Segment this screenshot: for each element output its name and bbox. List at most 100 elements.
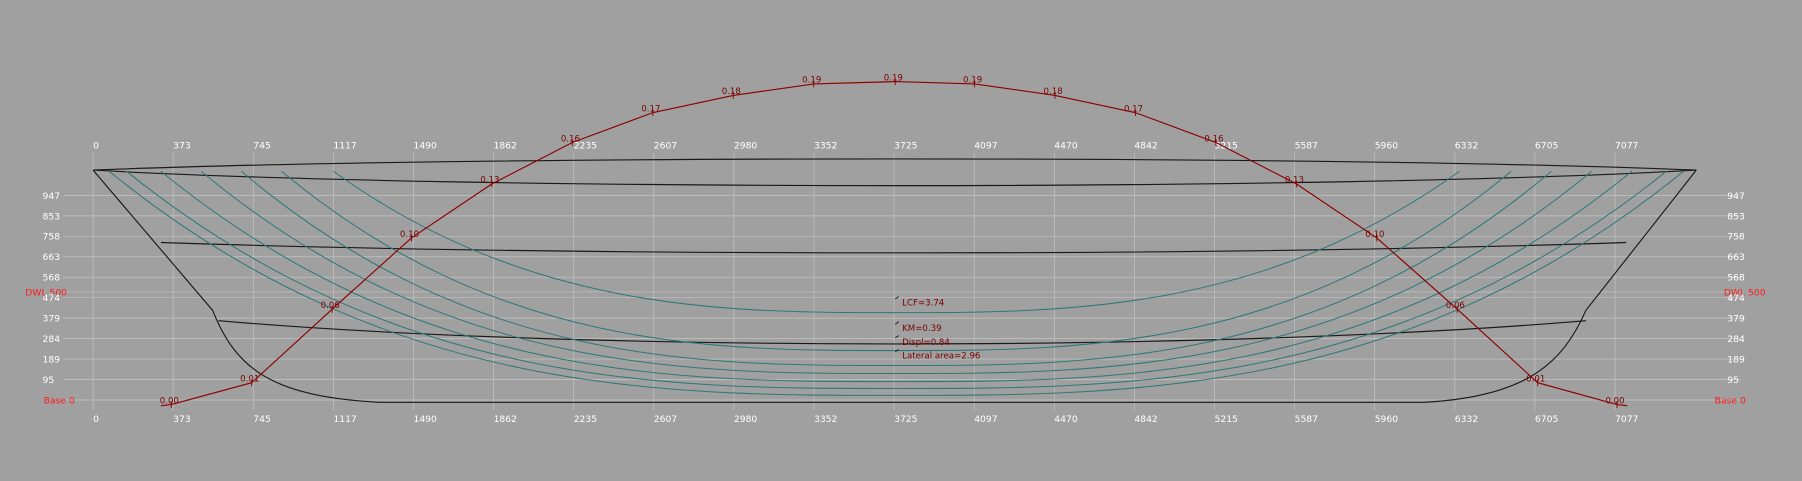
area-label: 0.01 (240, 375, 259, 385)
annotation: KM=0.39 (902, 324, 941, 334)
area-label: 0.17 (1124, 104, 1143, 114)
x-label: 745 (253, 140, 271, 151)
x-label: 1490 (413, 414, 437, 425)
x-label: 4842 (1134, 414, 1157, 425)
waterline-label: DWL 500 (1724, 287, 1766, 298)
area-label: 0.01 (1526, 375, 1545, 385)
sections (108, 170, 1684, 396)
x-label: 6332 (1455, 140, 1478, 151)
annotation: Displ=0.84 (902, 338, 950, 348)
area-curve (160, 81, 1628, 407)
labels: DWL 500 DWL 500 Base 0 Base 0 LCF=3.74 K… (25, 73, 1765, 424)
area-label: 0.10 (1365, 230, 1384, 240)
x-label: 4097 (974, 140, 998, 151)
y-label: 189 (43, 355, 61, 366)
x-label: 2607 (654, 140, 678, 151)
y-label: 379 (1727, 314, 1745, 325)
base-label: Base 0 (44, 395, 75, 406)
x-label: 1862 (494, 414, 517, 425)
x-label: 2980 (734, 414, 758, 425)
area-label: 0.16 (561, 134, 580, 144)
x-label: 4470 (1054, 140, 1078, 151)
area-label: 0.13 (480, 176, 499, 186)
sheer-line (93, 158, 1697, 171)
x-label: 3352 (814, 414, 837, 425)
x-label: 2235 (574, 140, 598, 151)
y-label: 474 (43, 293, 61, 304)
annotation: LCF=3.74 (902, 299, 944, 309)
section-curve (160, 170, 1633, 383)
x-label: 2607 (654, 414, 678, 425)
y-label: 663 (43, 252, 61, 263)
chine-line (218, 320, 1586, 345)
x-label: 5960 (1375, 140, 1399, 151)
annotation-marker (894, 296, 899, 300)
y-label: 95 (1727, 375, 1739, 386)
annotation-marker (894, 335, 899, 339)
x-label: 4470 (1054, 414, 1078, 425)
y-label: 947 (1727, 191, 1745, 202)
y-label: 758 (1727, 232, 1745, 243)
y-label: 379 (43, 314, 61, 325)
section-curve (241, 170, 1552, 367)
area-label: 0.19 (963, 76, 982, 86)
x-label: 6332 (1455, 414, 1478, 425)
area-label: 0.18 (1044, 87, 1063, 97)
waterline-label: DWL 500 (25, 287, 67, 298)
area-label: 0.06 (321, 301, 340, 311)
x-label: 373 (173, 140, 191, 151)
y-label: 284 (43, 334, 61, 345)
area-label: 0.00 (1605, 396, 1624, 406)
section-curve (126, 170, 1667, 389)
area-label: 0.19 (802, 76, 821, 86)
y-label: 474 (1727, 293, 1745, 304)
annotation-marker (894, 349, 899, 353)
area-label: 0.16 (1204, 134, 1223, 144)
y-label: 568 (43, 273, 61, 284)
x-label: 1117 (333, 140, 357, 151)
base-label: Base 0 (1715, 395, 1746, 406)
section-curve (108, 170, 1684, 396)
y-label: 853 (1727, 211, 1745, 222)
y-label: 758 (43, 232, 61, 243)
x-label: 1862 (494, 140, 517, 151)
grid (63, 152, 1742, 411)
x-label: 3352 (814, 140, 837, 151)
section-curve (332, 170, 1460, 314)
x-label: 7077 (1615, 414, 1639, 425)
y-label: 853 (43, 211, 61, 222)
x-label: 6705 (1535, 414, 1559, 425)
x-label: 2980 (734, 140, 758, 151)
x-label: 0 (93, 414, 99, 425)
x-label: 3725 (894, 414, 918, 425)
x-label: 4842 (1134, 140, 1157, 151)
x-label: 1117 (333, 414, 357, 425)
x-label: 5215 (1215, 140, 1239, 151)
y-label: 189 (1727, 355, 1745, 366)
x-label: 5215 (1215, 414, 1239, 425)
section-curve (200, 170, 1593, 375)
x-label: 7077 (1615, 140, 1639, 151)
x-label: 3725 (894, 140, 918, 151)
area-label: 0.00 (160, 396, 179, 406)
x-label: 5960 (1375, 414, 1399, 425)
area-label: 0.19 (884, 73, 903, 83)
x-label: 4097 (974, 414, 998, 425)
area-label: 0.17 (641, 104, 660, 114)
area-label: 0.10 (400, 230, 419, 240)
area-label: 0.18 (722, 87, 741, 97)
y-label: 568 (1727, 273, 1745, 284)
x-label: 373 (173, 414, 191, 425)
x-label: 2235 (574, 414, 598, 425)
x-label: 5587 (1295, 140, 1319, 151)
y-label: 95 (43, 375, 55, 386)
area-label: 0.06 (1446, 301, 1465, 311)
profile (92, 169, 1697, 403)
x-label: 5587 (1295, 414, 1319, 425)
annotation: Lateral area=2.96 (902, 352, 980, 362)
buttock-line (160, 241, 1627, 254)
x-label: 745 (253, 414, 271, 425)
